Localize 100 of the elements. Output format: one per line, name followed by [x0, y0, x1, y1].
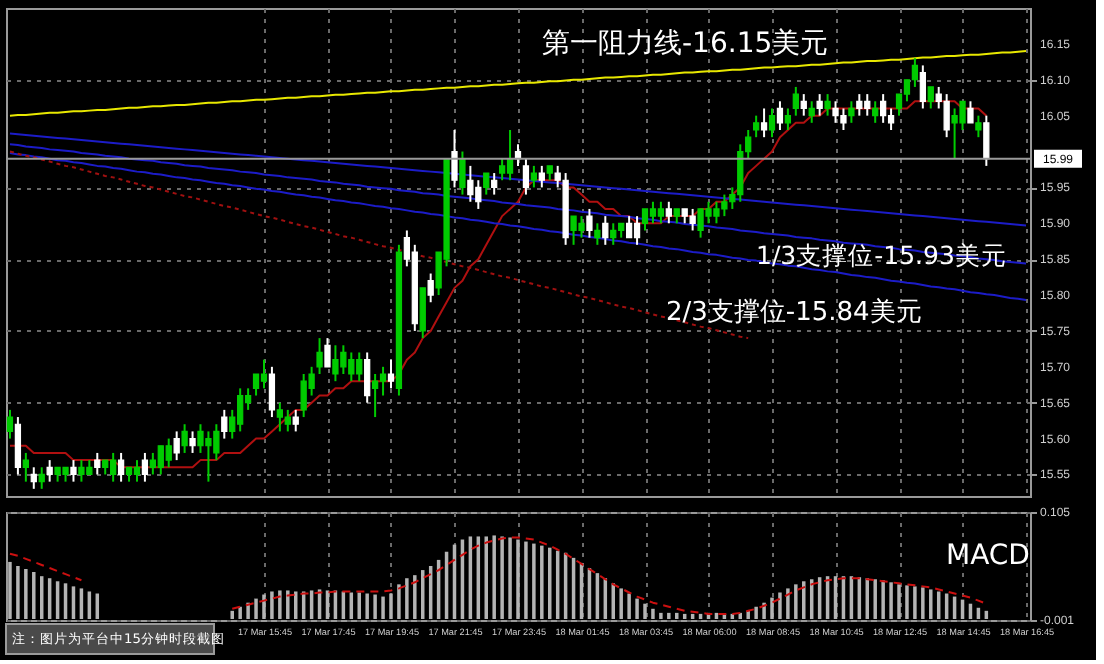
candlestick — [181, 423, 188, 454]
annotation: 2/3支撑位-15.84美元 — [666, 296, 922, 328]
candlestick — [665, 200, 672, 225]
candlestick — [721, 193, 728, 218]
candlestick — [30, 466, 37, 490]
candlestick — [578, 215, 585, 239]
candlestick — [856, 93, 863, 117]
candlestick — [975, 114, 982, 139]
candlestick — [292, 408, 299, 433]
line-series — [8, 151, 1028, 302]
candlestick — [459, 150, 466, 196]
candlestick — [927, 85, 934, 110]
candlestick — [149, 451, 156, 476]
candlestick — [300, 373, 307, 419]
candlestick — [697, 207, 704, 239]
candlestick — [133, 459, 141, 483]
candlestick — [943, 93, 950, 139]
candlestick — [498, 157, 506, 182]
candlestick — [911, 57, 919, 88]
candlestick — [522, 157, 530, 196]
candlestick — [213, 423, 220, 462]
candlestick — [967, 100, 974, 124]
candlestick — [880, 93, 887, 124]
candlestick — [6, 408, 14, 440]
candlestick — [110, 451, 117, 483]
candlestick — [141, 451, 149, 483]
candlestick — [157, 444, 164, 476]
candlestick — [205, 430, 212, 483]
candlestick — [237, 387, 244, 433]
candlestick — [451, 129, 458, 189]
candlestick — [840, 107, 847, 131]
candlestick — [586, 207, 593, 239]
candlestick — [689, 207, 696, 232]
candlestick — [22, 451, 29, 483]
candlestick — [657, 200, 665, 225]
candlestick — [117, 451, 125, 483]
candlestick — [70, 459, 77, 483]
candlestick — [776, 100, 784, 131]
candlestick — [356, 351, 363, 383]
candlestick — [602, 215, 609, 246]
candlestick — [760, 107, 768, 139]
candlestick — [570, 215, 577, 246]
candlestick — [848, 100, 855, 124]
candlestick — [252, 373, 260, 397]
candlestick — [816, 93, 823, 117]
candlestick — [467, 164, 474, 203]
line-series — [8, 132, 1028, 227]
candlestick — [284, 408, 291, 433]
candlestick — [260, 358, 268, 390]
candlestick — [491, 172, 498, 196]
line-series — [8, 143, 1028, 265]
candlestick — [800, 93, 807, 117]
candlestick — [808, 100, 815, 124]
candlestick — [348, 351, 355, 383]
candlestick — [649, 200, 657, 225]
candlestick — [221, 408, 228, 440]
candlestick — [610, 222, 617, 246]
candlestick — [705, 200, 712, 225]
candlestick — [78, 459, 85, 483]
candlestick — [475, 179, 482, 210]
candlestick — [419, 286, 426, 340]
candlestick — [530, 164, 538, 189]
candlestick — [641, 207, 649, 232]
candlestick — [753, 114, 760, 139]
candlestick — [633, 215, 641, 246]
annotation: 第一阻力线-16.15美元 — [542, 28, 829, 60]
candlestick — [379, 365, 387, 397]
candlestick — [864, 93, 871, 117]
candlestick — [324, 337, 331, 368]
candlestick — [14, 416, 22, 476]
candlestick — [46, 459, 53, 483]
candlestick — [713, 200, 720, 225]
candlestick — [625, 215, 633, 239]
candlestick — [832, 100, 839, 124]
candlestick — [427, 272, 434, 304]
candlestick — [919, 64, 926, 110]
candlestick — [951, 107, 958, 160]
candlestick — [340, 344, 347, 375]
annotation: MACD — [946, 540, 1030, 572]
candlestick — [792, 85, 799, 117]
candlestick — [268, 365, 276, 419]
candlestick — [768, 107, 776, 139]
candlestick — [165, 437, 172, 469]
candlestick — [189, 430, 196, 454]
candlestick — [737, 143, 744, 203]
candlestick — [364, 351, 371, 404]
candlestick — [316, 337, 323, 375]
candlestick — [824, 93, 831, 117]
candlestick — [483, 172, 490, 196]
candlestick — [887, 107, 895, 131]
candlestick — [94, 451, 101, 476]
candlestick — [173, 430, 180, 462]
candlestick — [387, 358, 395, 390]
candlestick — [332, 344, 339, 383]
candlestick — [872, 100, 879, 124]
candlestick — [538, 164, 545, 189]
candlestick — [594, 222, 601, 246]
candlestick — [38, 466, 45, 490]
candlestick — [276, 401, 283, 433]
candlestick — [983, 114, 990, 167]
